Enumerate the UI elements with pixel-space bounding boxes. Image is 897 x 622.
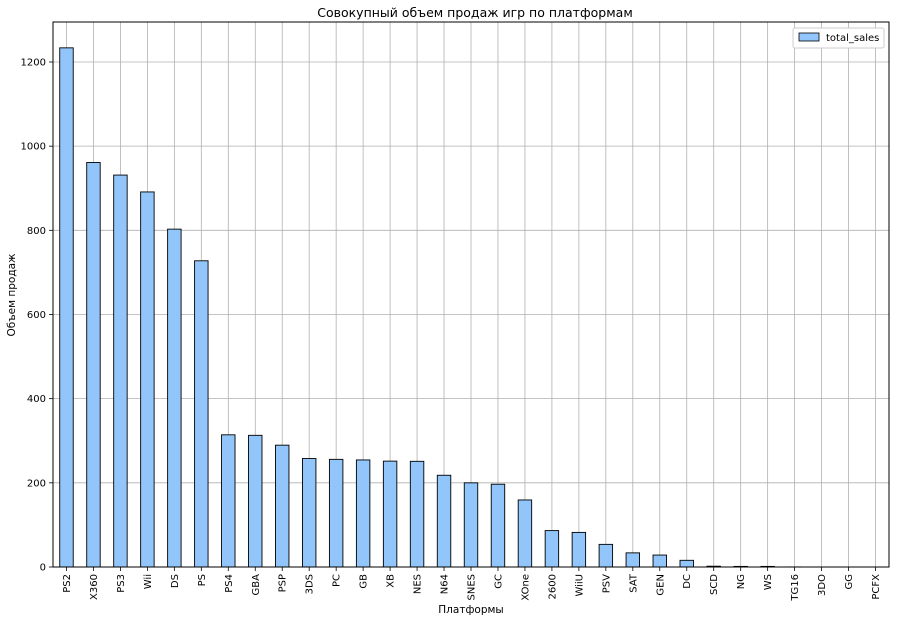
y-tick-label: 1000 bbox=[21, 142, 46, 153]
bar-3DS bbox=[302, 458, 317, 568]
bar-GB bbox=[355, 459, 371, 568]
bar-GC bbox=[490, 483, 506, 568]
y-axis-label: Объем продаж bbox=[6, 253, 18, 337]
bar-SNES bbox=[463, 482, 479, 568]
x-tick-label: PS2 bbox=[62, 574, 73, 593]
bar-DC bbox=[679, 559, 694, 568]
bar-Wii bbox=[140, 191, 155, 568]
x-tick-label: PC bbox=[332, 574, 343, 587]
bar-GBA bbox=[248, 434, 263, 568]
x-tick-label: XOne bbox=[520, 574, 531, 601]
x-tick-label: GBA bbox=[251, 574, 262, 596]
legend-swatch bbox=[798, 32, 820, 42]
x-tick-label: PCFX bbox=[871, 574, 882, 600]
x-tick-label: N64 bbox=[440, 574, 451, 594]
y-tick-label: 800 bbox=[27, 226, 46, 237]
bars-group bbox=[59, 47, 883, 568]
x-tick-label: DC bbox=[682, 574, 693, 589]
x-tick-label: GB bbox=[359, 574, 370, 589]
x-tick-label: Wii bbox=[143, 574, 154, 589]
bar-PS3 bbox=[113, 174, 128, 568]
x-tick-label: WiiU bbox=[574, 574, 585, 597]
y-tick-label: 200 bbox=[27, 478, 46, 489]
x-tick-label: PS bbox=[197, 574, 208, 586]
bar-DS bbox=[167, 228, 182, 568]
x-tick-label: PS3 bbox=[116, 574, 127, 593]
bar-X360 bbox=[86, 162, 101, 568]
x-tick-label: GG bbox=[844, 574, 855, 590]
bar-PS2 bbox=[59, 47, 74, 568]
bar-PS bbox=[194, 260, 209, 568]
x-tick-label: GC bbox=[493, 574, 504, 589]
x-tick-label: SCD bbox=[709, 574, 720, 595]
bar-GEN bbox=[652, 554, 667, 568]
x-tick-label: PSV bbox=[601, 574, 612, 593]
y-tick-label: 0 bbox=[40, 563, 46, 574]
bar-PS4 bbox=[221, 434, 236, 568]
x-tick-label: SNES bbox=[467, 574, 478, 601]
x-tick-label: 2600 bbox=[547, 574, 558, 599]
x-tick-label: SAT bbox=[628, 573, 639, 593]
x-axis-label: Платформы bbox=[438, 604, 503, 616]
x-tick-label: X360 bbox=[89, 574, 100, 600]
bar-PSP bbox=[275, 444, 290, 568]
x-tick-label: 3DO bbox=[817, 574, 828, 596]
x-tick-label: GEN bbox=[655, 574, 666, 596]
x-tick-label: PS4 bbox=[224, 574, 235, 593]
bar-N64 bbox=[436, 474, 452, 568]
x-tick-label: NG bbox=[736, 574, 747, 589]
x-tick-label: PSP bbox=[278, 574, 289, 592]
bar-WiiU bbox=[571, 531, 587, 568]
x-tick-label: TG16 bbox=[790, 574, 801, 602]
x-tick-label: WS bbox=[763, 574, 774, 590]
x-tick-label: 3DS bbox=[305, 574, 316, 594]
bar-XB bbox=[382, 460, 398, 568]
y-tick-label: 400 bbox=[27, 394, 46, 405]
bar-PC bbox=[328, 458, 344, 568]
bar-XOne bbox=[517, 499, 533, 568]
y-tick-label: 1200 bbox=[21, 57, 46, 68]
bar-SAT bbox=[625, 552, 640, 568]
bar-NES bbox=[409, 460, 425, 568]
y-tick-label: 600 bbox=[27, 310, 46, 321]
legend: total_sales bbox=[792, 27, 885, 49]
x-tick-label: NES bbox=[413, 574, 424, 594]
chart-title: Совокупный объем продаж игр по платформа… bbox=[317, 5, 633, 20]
y-axis-ticks: 0 200 400 600 800 1000 1200 bbox=[21, 57, 53, 574]
x-axis-ticks: PS2 X360 PS3 Wii DS PS PS4 GBA PSP 3DS PC GB XB NES N6… bbox=[62, 567, 882, 602]
bar-2600 bbox=[544, 530, 560, 568]
legend-label: total_sales bbox=[826, 33, 879, 44]
x-tick-label: XB bbox=[386, 574, 397, 588]
x-tick-label: DS bbox=[170, 574, 181, 588]
bar-PSV bbox=[598, 543, 614, 568]
